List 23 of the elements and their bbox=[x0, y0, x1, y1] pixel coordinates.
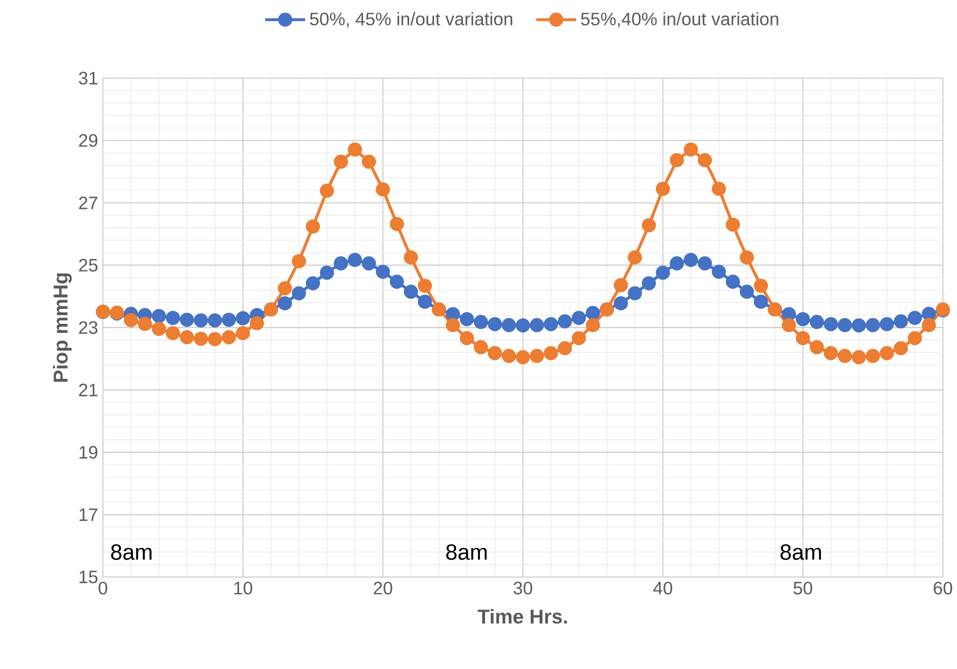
x-axis-title: Time Hrs. bbox=[478, 608, 567, 624]
y-tick-label: 17 bbox=[80, 508, 98, 521]
x-tick-label: 30 bbox=[514, 582, 532, 594]
y-tick-label: 31 bbox=[78, 72, 98, 84]
x-tick-label: 20 bbox=[374, 582, 392, 594]
y-tick-label: 19 bbox=[80, 446, 98, 459]
y-tick-label: 27 bbox=[79, 196, 98, 210]
y-tick-label: 15 bbox=[80, 570, 98, 584]
y-tick-label: 25 bbox=[79, 258, 98, 272]
annotation: 8am bbox=[780, 544, 821, 560]
x-tick-label: 10 bbox=[234, 582, 252, 594]
x-tick-label: 0 bbox=[98, 582, 108, 594]
legend-label: 50%, 45% in/out variation bbox=[310, 12, 512, 28]
y-tick-label: 23 bbox=[79, 321, 98, 334]
annotation: 8am bbox=[111, 544, 152, 560]
x-tick-label: 60 bbox=[934, 582, 952, 594]
x-tick-label: 50 bbox=[794, 582, 812, 594]
y-axis-title: Piop mmHg bbox=[52, 273, 72, 382]
y-tick-label: 21 bbox=[79, 384, 98, 396]
annotation: 8am bbox=[446, 544, 487, 560]
legend-label: 55%,40% in/out variation bbox=[581, 12, 778, 28]
y-tick-label: 29 bbox=[79, 134, 98, 147]
x-tick-label: 40 bbox=[653, 582, 672, 594]
